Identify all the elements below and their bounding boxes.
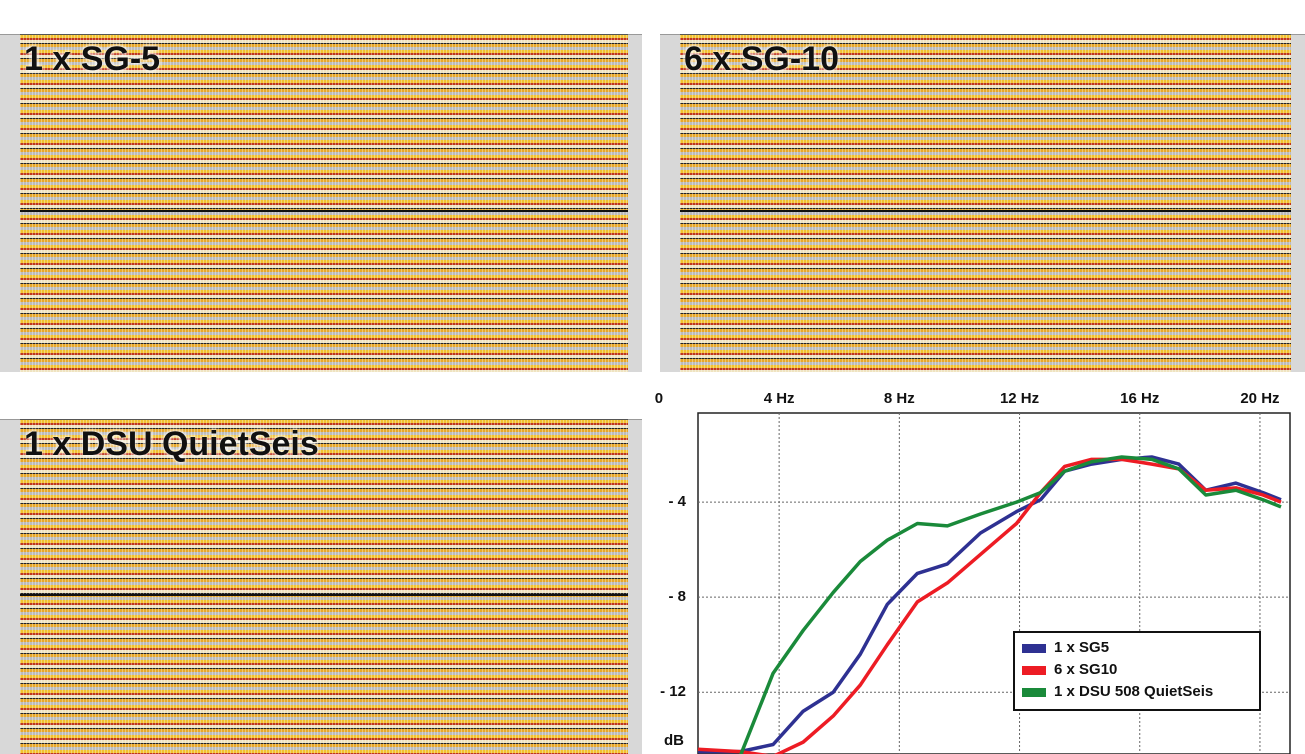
legend-label: 1 x SG5 bbox=[1054, 639, 1109, 656]
legend-label: 1 x DSU 508 QuietSeis bbox=[1054, 683, 1213, 700]
legend-swatch bbox=[1022, 688, 1046, 697]
series-line bbox=[739, 455, 1282, 754]
y-tick-label: - 12 bbox=[660, 683, 686, 700]
x-tick-label: 4 Hz bbox=[764, 390, 795, 407]
x-tick-label: 0 bbox=[655, 390, 663, 407]
seismic-panel: 1 x DSU QuietSeis bbox=[0, 385, 642, 754]
chart: dB 0 4 Hz 8 Hz 12 Hz 16 Hz 20 Hz - 4 - 8 - 12 1 x… bbox=[655, 390, 1291, 754]
seismic-section bbox=[680, 34, 1291, 372]
legend bbox=[1013, 631, 1261, 711]
seismic-section bbox=[20, 419, 628, 754]
legend-label: 6 x SG10 bbox=[1054, 661, 1117, 678]
seismic-panel: 1 x SG-5 bbox=[0, 0, 642, 372]
panel-label: 1 x SG-5 bbox=[24, 40, 161, 78]
panel-label: 1 x DSU QuietSeis bbox=[24, 425, 319, 463]
panel-header bbox=[0, 385, 642, 420]
legend-swatch bbox=[1022, 644, 1046, 653]
seismic-section bbox=[20, 34, 628, 372]
x-tick-label: 16 Hz bbox=[1120, 390, 1159, 407]
y-tick-label: - 4 bbox=[668, 493, 686, 510]
x-tick-label: 12 Hz bbox=[1000, 390, 1039, 407]
x-tick-label: 20 Hz bbox=[1240, 390, 1279, 407]
x-tick-label: 8 Hz bbox=[884, 390, 915, 407]
legend-swatch bbox=[1022, 666, 1046, 675]
panel-header bbox=[0, 0, 642, 35]
series-line bbox=[697, 457, 1282, 754]
panel-header bbox=[660, 0, 1305, 35]
panel-label: 6 x SG-10 bbox=[684, 40, 839, 78]
seismic-panel: 6 x SG-10 bbox=[660, 0, 1305, 372]
y-axis-label: dB bbox=[664, 732, 684, 749]
y-tick-label: - 8 bbox=[668, 588, 686, 605]
